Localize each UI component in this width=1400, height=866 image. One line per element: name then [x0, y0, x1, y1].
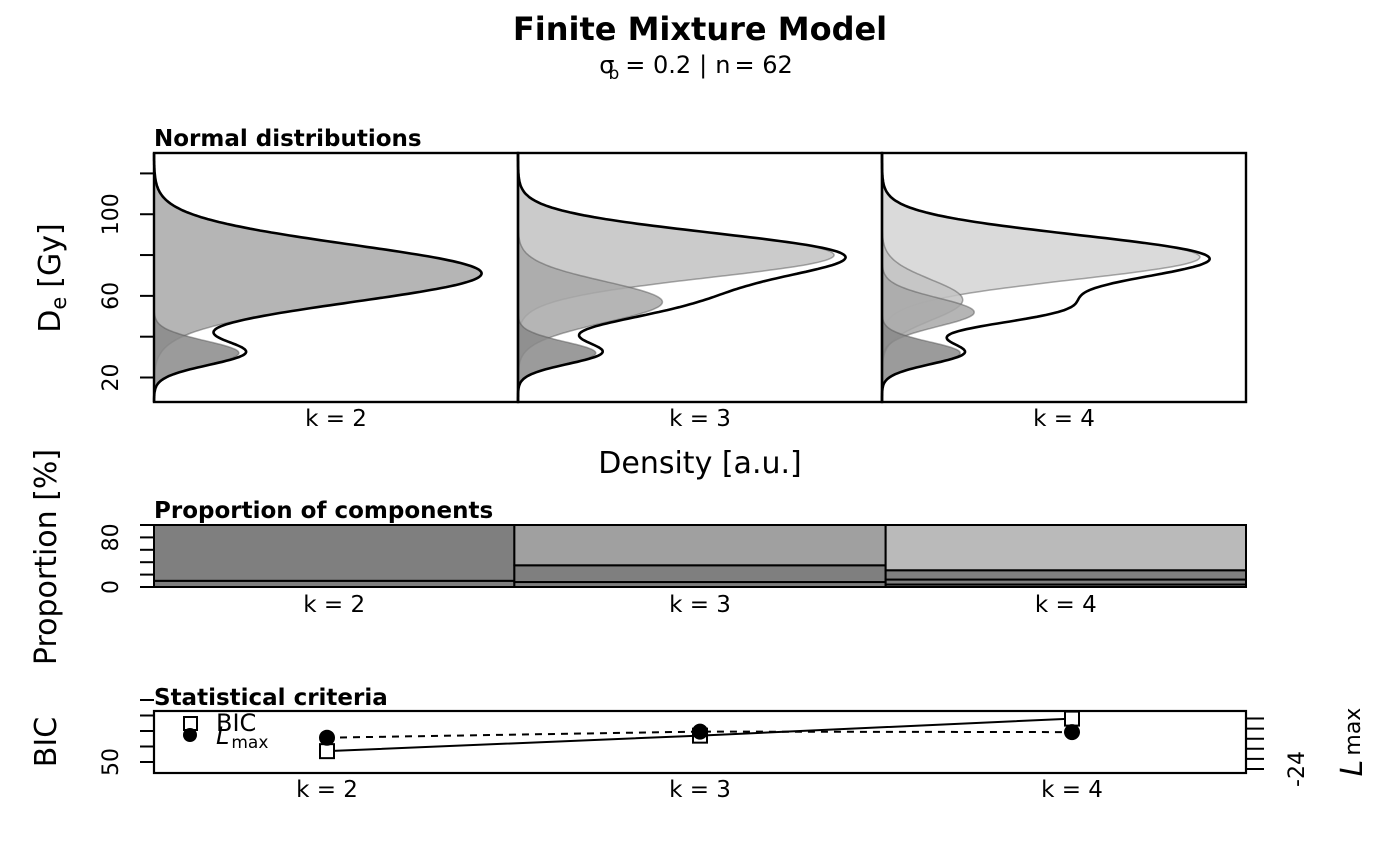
criteria-left-axis: 50: [99, 699, 154, 776]
sigma-symbol: σ: [599, 51, 614, 79]
proportion-segment-k2-c2: [153, 524, 516, 582]
proportion-y-axis: 0 80: [99, 523, 154, 594]
distribution-frames: [152, 151, 1248, 404]
legend-lmax-subscript: max: [231, 733, 268, 753]
distribution-y-tick-label: 100: [99, 193, 124, 235]
de-symbol: D: [33, 310, 68, 333]
distribution-y-label: De [Gy]: [33, 223, 71, 332]
sigma-value: = 0.2: [625, 51, 691, 79]
panel-title-proportion: Proportion of components: [154, 498, 493, 524]
n-label: n: [715, 51, 730, 79]
criteria-right-tick-label: -24: [1285, 751, 1310, 787]
proportion-segment-k3-c2: [513, 564, 887, 584]
n-value: = 62: [734, 51, 792, 79]
criteria-point-bic: [1064, 710, 1080, 727]
distribution-k-label: k = 4: [1033, 406, 1095, 432]
criteria-k-labels: k = 2 k = 3 k = 4: [296, 777, 1103, 803]
lmax-symbol: L: [1335, 760, 1370, 777]
distribution-frame-k4: [880, 151, 1248, 404]
de-unit: [Gy]: [33, 223, 68, 287]
distribution-k-labels: k = 2 k = 3 k = 4: [305, 406, 1095, 432]
distribution-areas: [152, 152, 1211, 403]
proportion-bars: [153, 524, 1247, 589]
panel-title-criteria: Statistical criteria: [154, 685, 388, 711]
distribution-y-tick-label: 20: [99, 364, 124, 392]
de-subscript: e: [47, 297, 71, 310]
criteria-k-label: k = 3: [669, 777, 731, 803]
proportion-y-tick-label: 80: [99, 523, 124, 551]
legend-bic-label: BIC: [216, 709, 256, 737]
density-total-k4: [880, 153, 1211, 402]
proportion-k-labels: k = 2 k = 3 k = 4: [303, 592, 1096, 618]
distribution-x-label: Density [a.u.]: [598, 446, 801, 481]
criteria-left-tick-label: 50: [99, 748, 124, 776]
distribution-y-axis: 20 60 100: [99, 172, 154, 392]
criteria-right-axis: -24: [1246, 717, 1310, 787]
criteria-point-lmax: [319, 729, 335, 746]
legend-lmax-marker: [183, 728, 197, 742]
proportion-y-label: Proportion [%]: [29, 449, 64, 665]
distribution-y-tick-label: 60: [99, 282, 124, 310]
chart-subtitle: σb = 0.2 | n = 62: [599, 51, 793, 84]
proportion-k-label: k = 2: [303, 592, 365, 618]
proportion-y-tick-label: 0: [99, 580, 124, 594]
criteria-point-lmax: [1064, 724, 1080, 741]
proportion-k-label: k = 4: [1035, 592, 1097, 618]
legend-lmax-symbol: L: [216, 722, 229, 750]
criteria-right-label: Lmax: [1335, 708, 1370, 777]
distribution-k-label: k = 3: [669, 406, 731, 432]
proportion-segment-k3-c3: [513, 524, 887, 567]
subtitle-separator: |: [699, 51, 707, 79]
criteria-point-bic: [319, 743, 335, 760]
criteria-left-label: BIC: [29, 717, 64, 767]
lmax-subscript: max: [1341, 708, 1366, 756]
chart-title: Finite Mixture Model: [513, 10, 887, 48]
criteria-k-label: k = 2: [296, 777, 358, 803]
criteria-frame: [152, 709, 1248, 775]
criteria-k-label: k = 4: [1041, 777, 1103, 803]
proportion-segment-k4-c3: [884, 569, 1247, 581]
sigma-subscript: b: [608, 64, 619, 84]
criteria-point-lmax: [692, 723, 708, 740]
distribution-k-label: k = 2: [305, 406, 367, 432]
density-total-k3: [516, 153, 847, 402]
criteria-plot: [152, 709, 1248, 775]
panel-title-distributions: Normal distributions: [154, 126, 422, 152]
proportion-k-label: k = 3: [669, 592, 731, 618]
density-total-k2: [152, 152, 483, 403]
proportion-segment-k4-c4: [884, 524, 1247, 572]
